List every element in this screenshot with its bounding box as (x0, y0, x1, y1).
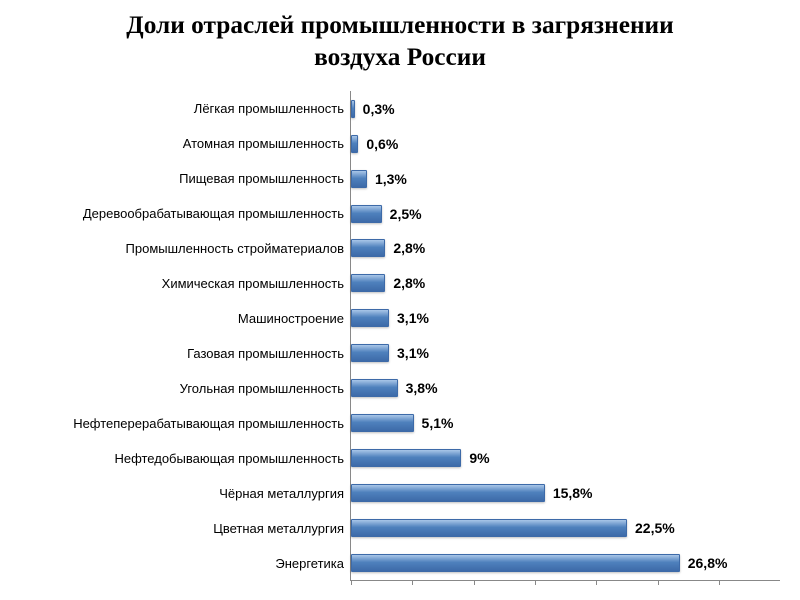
bar-row: 3,8% (351, 377, 780, 399)
bar-row: 0,6% (351, 133, 780, 155)
category-label: Нефтеперерабатывающая промышленность (20, 416, 344, 431)
bar (351, 239, 385, 257)
value-label: 3,1% (397, 345, 429, 361)
bar-row: 2,8% (351, 272, 780, 294)
category-label: Энергетика (20, 556, 344, 571)
bar-row: 3,1% (351, 307, 780, 329)
x-axis-tick (719, 580, 720, 585)
category-label: Промышленность стройматериалов (20, 241, 344, 256)
bar-chart: Лёгкая промышленность Атомная промышленно… (20, 91, 780, 581)
value-label: 2,5% (390, 206, 422, 222)
chart-title-line1: Доли отраслей промышленности в загрязнен… (20, 10, 780, 42)
bar (351, 309, 389, 327)
plot-area: 0,3% 0,6% 1,3% 2,5% 2,8% 2,8% 3,1% 3,1% 3,8% 5,1%… (350, 91, 780, 581)
value-label: 2,8% (393, 275, 425, 291)
chart-title: Доли отраслей промышленности в загрязнен… (20, 10, 780, 73)
bar-row: 1,3% (351, 168, 780, 190)
bar-row: 2,8% (351, 237, 780, 259)
bar (351, 344, 389, 362)
bar (351, 274, 385, 292)
bar (351, 554, 680, 572)
category-label: Химическая промышленность (20, 276, 344, 291)
bar-row: 2,5% (351, 203, 780, 225)
category-label: Пищевая промышленность (20, 171, 344, 186)
bar (351, 170, 367, 188)
value-label: 3,8% (406, 380, 438, 396)
chart-title-line2: воздуха России (20, 42, 780, 74)
value-label: 0,3% (363, 101, 395, 117)
value-label: 2,8% (393, 240, 425, 256)
value-label: 26,8% (688, 555, 728, 571)
x-axis-tick (535, 580, 536, 585)
category-label: Нефтедобывающая промышленность (20, 451, 344, 466)
bar-row: 5,1% (351, 412, 780, 434)
value-label: 1,3% (375, 171, 407, 187)
value-label: 5,1% (422, 415, 454, 431)
bar (351, 414, 414, 432)
x-axis-tick (658, 580, 659, 585)
bar-row: 26,8% (351, 552, 780, 574)
x-axis-tick (351, 580, 352, 585)
category-label: Машиностроение (20, 311, 344, 326)
category-label: Деревообрабатывающая промышленность (20, 206, 344, 221)
category-label: Газовая промышленность (20, 346, 344, 361)
bar (351, 205, 382, 223)
category-label: Лёгкая промышленность (20, 101, 344, 116)
bar-row: 3,1% (351, 342, 780, 364)
bar-row: 22,5% (351, 517, 780, 539)
category-label: Атомная промышленность (20, 136, 344, 151)
bar (351, 100, 355, 118)
bar (351, 519, 627, 537)
category-labels-column: Лёгкая промышленность Атомная промышленно… (20, 91, 350, 581)
x-axis-tick (412, 580, 413, 585)
x-axis-tick (596, 580, 597, 585)
category-label: Угольная промышленность (20, 381, 344, 396)
bar (351, 379, 398, 397)
category-label: Цветная металлургия (20, 521, 344, 536)
bar (351, 484, 545, 502)
value-label: 3,1% (397, 310, 429, 326)
bars-container: 0,3% 0,6% 1,3% 2,5% 2,8% 2,8% 3,1% 3,1% 3,8% 5,1%… (351, 91, 780, 580)
bar (351, 135, 358, 153)
bar-row: 15,8% (351, 482, 780, 504)
value-label: 0,6% (366, 136, 398, 152)
bar (351, 449, 461, 467)
value-label: 22,5% (635, 520, 675, 536)
bar-row: 9% (351, 447, 780, 469)
x-axis-tick (474, 580, 475, 585)
value-label: 15,8% (553, 485, 593, 501)
category-label: Чёрная металлургия (20, 486, 344, 501)
bar-row: 0,3% (351, 98, 780, 120)
value-label: 9% (469, 450, 489, 466)
